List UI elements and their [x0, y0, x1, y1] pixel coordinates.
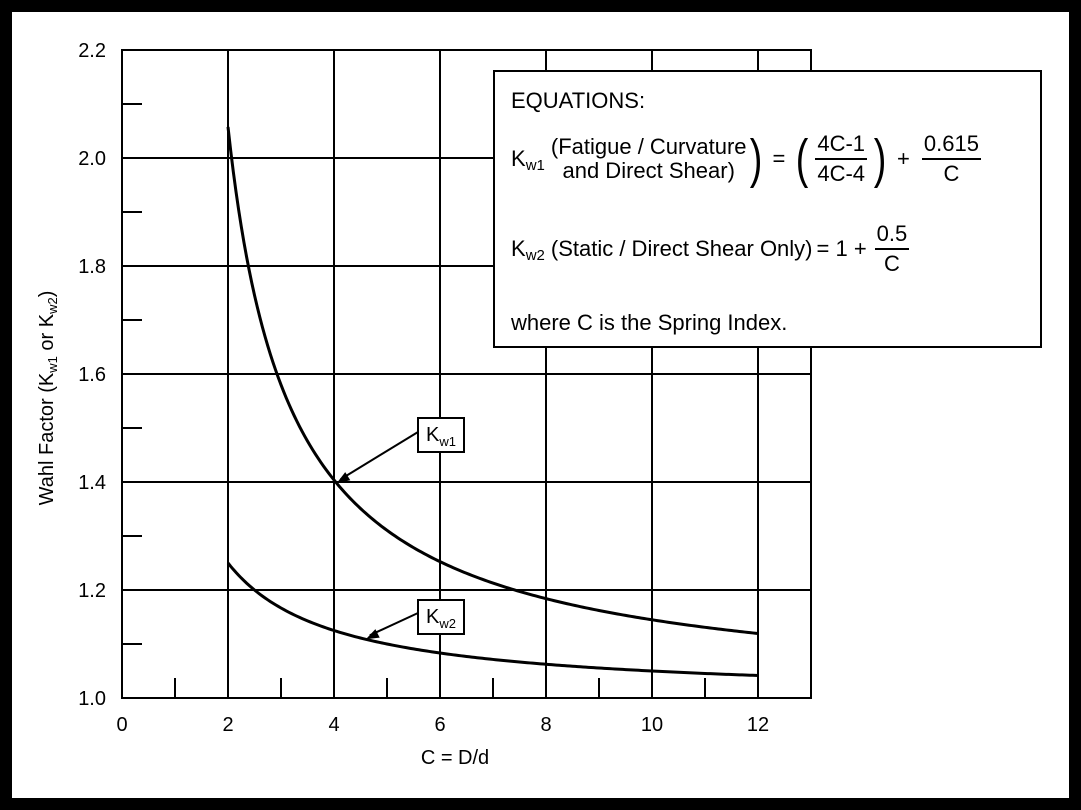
plot-border [121, 49, 812, 699]
kw1-desc-line2: and Direct Shear) [562, 158, 735, 183]
spring-index-note: where C is the Spring Index. [511, 310, 788, 335]
y-tick-label: 1.8 [78, 256, 106, 278]
annotation-box [417, 417, 465, 453]
kw1-fraction-2: 0.615 C [921, 132, 981, 186]
left-paren: ( [796, 129, 809, 189]
kw1-frac2-denominator: C [943, 161, 960, 186]
x-tick-label: 10 [641, 714, 663, 736]
kw2-frac-numerator: 0.5 [874, 222, 910, 250]
x-tick-label: 0 [116, 714, 127, 736]
right-paren: ) [873, 129, 887, 189]
kw1-description: (Fatigue / Curvature and Direct Shear) [551, 135, 747, 183]
y-tick-label: 2.0 [78, 148, 106, 170]
kw1-fraction-1: 4C-1 4C-4 [815, 132, 868, 186]
annotation-label: Kw1 [426, 424, 456, 449]
annotation-label-main: K [426, 606, 440, 628]
kw1-desc-line1: (Fatigue / Curvature [550, 134, 747, 159]
kw2-subscript: w2 [525, 246, 545, 264]
y-tick-label: 1.0 [78, 688, 106, 710]
y-axis-label-sub2: w2 [45, 297, 60, 315]
annotation-arrowhead [336, 472, 351, 484]
annotation-leader [369, 612, 419, 637]
kw1-equals: = [772, 146, 786, 171]
tick-labels: 0 2 4 6 8 10 12 1.0 1.2 1.4 1.6 1.8 2.0 2.2 [78, 40, 769, 736]
y-axis-label: Wahl Factor (Kw1 or Kw2) [36, 291, 60, 506]
series-line-kw2 [226, 562, 759, 677]
annotation-leader [340, 431, 419, 481]
x-tick-label: 2 [222, 714, 233, 736]
y-axis-label-end: ) [36, 291, 58, 298]
kw1-frac1-numerator: 4C-1 [815, 132, 868, 160]
series-lines [226, 126, 759, 677]
y-tick-label: 1.2 [78, 580, 106, 602]
annotation-label: Kw2 [426, 606, 456, 631]
x-tick-label: 4 [328, 714, 339, 736]
annotation-label-sub: w2 [438, 616, 456, 631]
annotation-kw2: Kw2 [365, 599, 465, 640]
kw1-symbol: K [511, 146, 526, 171]
y-tick-label: 2.2 [78, 40, 106, 62]
x-tick-label: 8 [540, 714, 551, 736]
annotation-box [417, 599, 465, 635]
axes [121, 49, 812, 699]
y-tick-label: 1.6 [78, 364, 106, 386]
y-axis-label-main: Wahl Factor (K [36, 372, 58, 505]
x-tick-label: 12 [747, 714, 769, 736]
kw1-subscript: w1 [525, 156, 545, 174]
kw1-plus: + [897, 146, 910, 171]
x-axis-label: C = D/d [421, 747, 489, 769]
kw2-fraction: 0.5 C [874, 222, 910, 276]
kw2-description: (Static / Direct Shear Only) [550, 236, 813, 261]
right-paren: ) [749, 129, 762, 189]
kw1-frac1-denominator: 4C-4 [817, 161, 866, 186]
y-tick-label: 1.4 [78, 472, 106, 494]
kw2-symbol: K [511, 236, 526, 261]
y-axis-label-sub1: w1 [45, 356, 60, 374]
kw1-frac2-numerator: 0.615 [921, 132, 981, 160]
kw2-equals: = 1 + [816, 236, 867, 261]
annotation-label-sub: w1 [438, 434, 456, 449]
annotation-arrowhead [365, 629, 380, 640]
series-line-kw1 [226, 126, 759, 636]
equations-title: EQUATIONS: [511, 88, 646, 113]
annotation-label-main: K [426, 424, 440, 446]
kw2-frac-denominator: C [884, 251, 900, 276]
y-axis-label-mid: or K [36, 313, 58, 356]
x-tick-label: 6 [434, 714, 445, 736]
annotation-kw1: Kw1 [336, 417, 465, 484]
